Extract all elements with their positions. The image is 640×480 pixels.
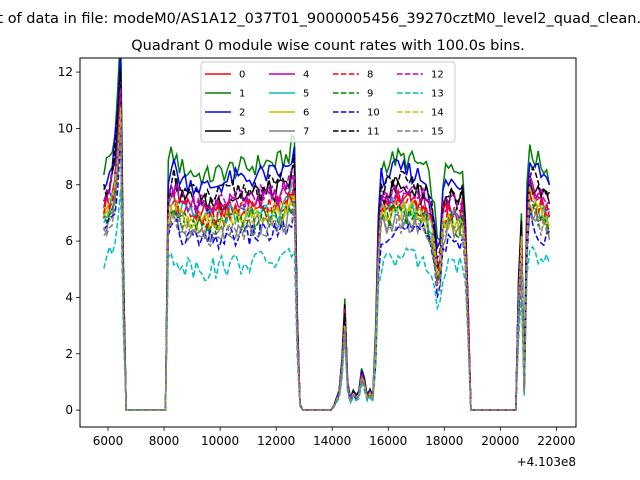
x-tick-label: 12000 — [257, 434, 295, 448]
legend-label-4: 4 — [303, 70, 309, 81]
series-line-15 — [103, 127, 550, 411]
x-offset-label: +4.103e8 — [517, 455, 576, 469]
x-tick-label: 20000 — [481, 434, 519, 448]
x-tick-label: 10000 — [201, 434, 239, 448]
legend-label-6: 6 — [303, 108, 309, 119]
y-tick-label: 8 — [65, 178, 73, 192]
legend-label-14: 14 — [431, 108, 444, 119]
y-tick-label: 6 — [65, 234, 73, 248]
legend-label-12: 12 — [431, 70, 444, 81]
y-tick-label: 10 — [58, 121, 73, 135]
legend-label-13: 13 — [431, 89, 444, 100]
x-tick-label: 8000 — [149, 434, 180, 448]
legend-label-2: 2 — [239, 108, 245, 119]
legend-label-9: 9 — [367, 89, 373, 100]
legend-label-15: 15 — [431, 127, 444, 138]
y-tick-label: 12 — [58, 65, 73, 79]
y-tick-label: 4 — [65, 290, 73, 304]
legend-label-8: 8 — [367, 70, 373, 81]
figure-suptitle: Plot of data in file: modeM0/AS1A12_037T… — [0, 11, 640, 27]
legend-box — [200, 61, 456, 143]
legend-label-11: 11 — [367, 127, 380, 138]
y-tick-label: 2 — [65, 347, 73, 361]
y-tick-label: 0 — [65, 403, 73, 417]
legend-label-3: 3 — [239, 127, 245, 138]
legend-label-10: 10 — [367, 108, 380, 119]
legend-label-7: 7 — [303, 127, 309, 138]
legend-label-1: 1 — [239, 89, 245, 100]
x-tick-label: 14000 — [313, 434, 351, 448]
legend-label-0: 0 — [239, 70, 245, 81]
x-tick-label: 16000 — [369, 434, 407, 448]
chart-title: Quadrant 0 module wise count rates with … — [131, 38, 525, 54]
legend-label-5: 5 — [303, 89, 309, 100]
series-line-12 — [103, 87, 550, 411]
x-tick-label: 6000 — [93, 434, 124, 448]
plot-area — [103, 58, 551, 411]
x-tick-label: 22000 — [537, 434, 575, 448]
y-axis: 0 2 4 6 8 10 12 — [58, 65, 80, 417]
axes-frame — [79, 57, 577, 428]
x-tick-label: 18000 — [425, 434, 463, 448]
x-axis: 6000 8000 10000 12000 14000 16000 18000 20000 22… — [93, 427, 575, 448]
